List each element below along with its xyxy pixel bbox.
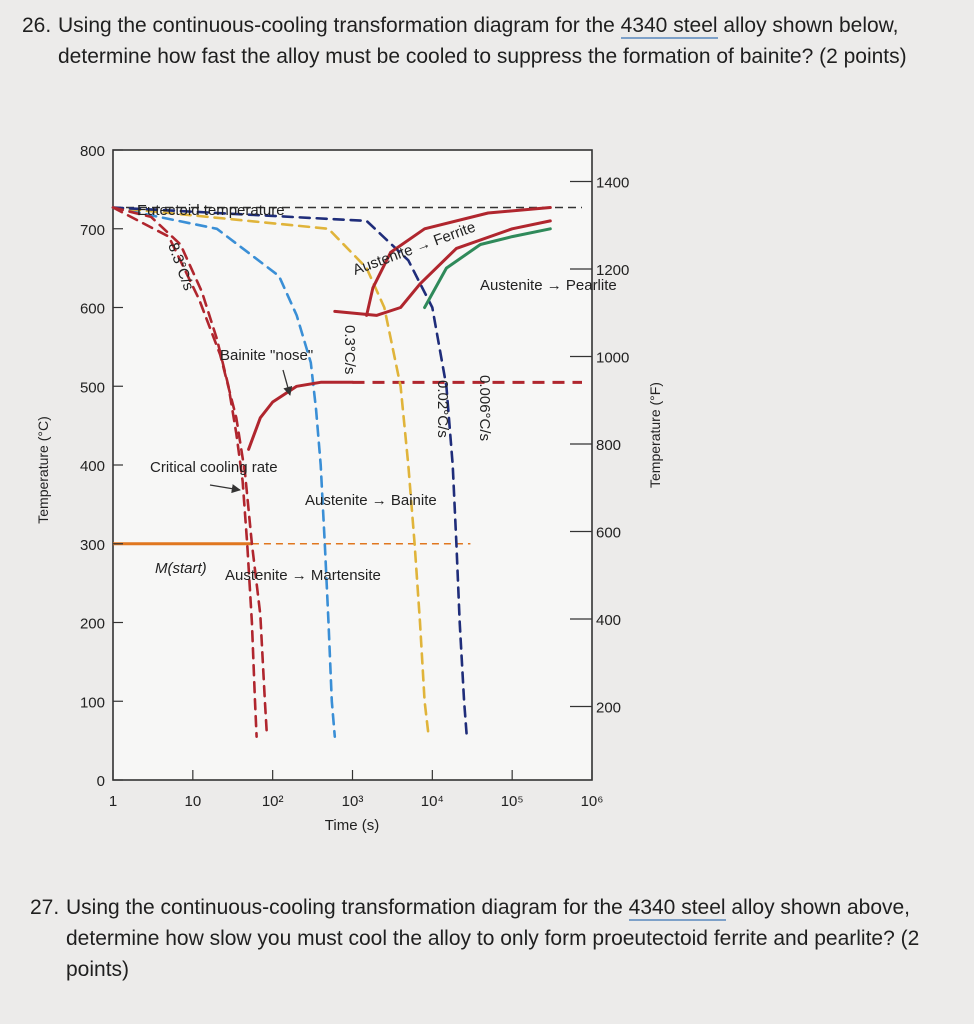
y2-tick-label: 400 — [596, 612, 621, 629]
question-number: 26. — [22, 14, 52, 37]
x-axis-title: Time (s) — [325, 817, 379, 834]
x-tick-label: 10² — [262, 793, 284, 810]
label-austenite-martensite: Austenite → Martensite — [225, 567, 381, 584]
cooling-rate-label: 0.3°C/s — [341, 325, 358, 374]
y-tick-label: 400 — [80, 458, 105, 475]
x-tick-label: 10⁴ — [421, 793, 444, 810]
y-tick-label: 600 — [80, 301, 105, 318]
cooling-curves — [111, 206, 469, 738]
x-tick-label: 10⁵ — [501, 793, 524, 810]
critical-cooling-curve — [111, 206, 258, 738]
y-tick-label: 800 — [80, 143, 105, 160]
question-27: 27. Using the continuous-cooling transfor… — [30, 892, 930, 981]
y-tick-label: 500 — [80, 379, 105, 396]
y2-tick-label: 1400 — [596, 175, 629, 192]
question-text-post: alloy shown below, determine how fast th… — [58, 14, 907, 68]
cooling-curve-8-3 — [111, 206, 269, 738]
y2-tick-label: 800 — [596, 437, 621, 454]
y-tick-label: 100 — [80, 694, 105, 711]
pearlite-start-curve — [333, 219, 552, 317]
cooling-curve-0-006 — [111, 206, 469, 738]
label-eutectoid: Eutectoid temperature — [137, 202, 285, 219]
y2-tick-label: 1000 — [596, 350, 629, 367]
label-austenite-pearlite: Austenite → Pearlite — [480, 277, 617, 294]
cooling-curve-0-3 — [111, 206, 337, 738]
y2-tick-label: 200 — [596, 700, 621, 717]
cooling-rate-label: 0.02°C/s — [434, 380, 451, 438]
y-tick-label: 300 — [80, 537, 105, 554]
question-text-pre: Using the continuous-cooling transformat… — [66, 896, 629, 919]
question-link[interactable]: 4340 steel — [628, 896, 726, 921]
label-austenite-bainite: Austenite → Bainite — [305, 492, 437, 509]
x-tick-label: 1 — [109, 793, 117, 810]
nose-arrow — [282, 369, 293, 396]
y-axis-title: Temperature (°C) — [35, 416, 51, 524]
y2-axis-title: Temperature (°F) — [647, 382, 663, 488]
y2-tick-label: 1200 — [596, 262, 629, 279]
cooling-curve-0-02 — [111, 206, 430, 738]
question-26: 26. Using the continuous-cooling transfor… — [22, 10, 922, 68]
question-text-pre: Using the continuous-cooling transformat… — [58, 14, 621, 37]
x-tick-label: 10⁶ — [581, 793, 604, 810]
x-tick-label: 10³ — [342, 793, 364, 810]
pearlite-finish-curve — [423, 227, 552, 309]
label-bainite-nose: Bainite "nose" — [220, 347, 313, 364]
label-mstart: M(start) — [155, 560, 207, 577]
question-text-post: alloy shown above, determine how slow yo… — [66, 896, 920, 981]
x-tick-label: 10 — [184, 793, 201, 810]
ferrite-start-curve — [365, 206, 552, 317]
question-text: Using the continuous-cooling transformat… — [66, 892, 926, 985]
label-critical-cooling: Critical cooling rate — [150, 459, 278, 476]
ticks: 0100200300400500600700800200400600800100… — [80, 143, 629, 810]
reference-lines — [113, 206, 582, 546]
cooling-rate-label: 0.006°C/s — [476, 375, 493, 441]
question-text: Using the continuous-cooling transformat… — [58, 10, 918, 72]
question-link[interactable]: 4340 steel — [620, 14, 718, 39]
y-tick-label: 200 — [80, 616, 105, 633]
y-tick-label: 0 — [97, 773, 105, 790]
y2-tick-label: 600 — [596, 525, 621, 542]
critical-arrow — [209, 484, 241, 494]
y-tick-label: 700 — [80, 222, 105, 239]
question-number: 27. — [30, 896, 60, 919]
